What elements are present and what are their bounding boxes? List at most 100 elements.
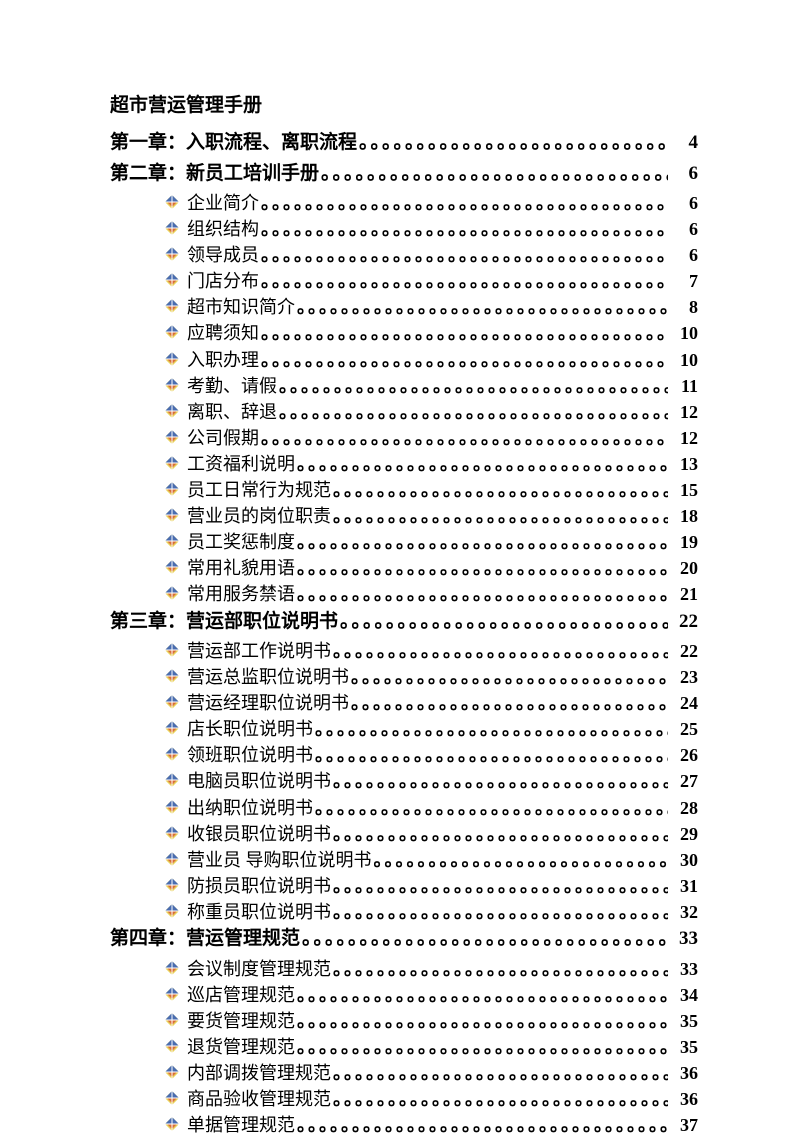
toc-chapter-page: 22 (670, 608, 698, 637)
toc-leader: 。。。。。。。。。。。。。。。。。。。。。。。。。。。。。。。。。。。。。。。。… (261, 242, 668, 268)
toc-item-row: 单据管理规范。。。。。。。。。。。。。。。。。。。。。。。。。。。。。。。。。。… (165, 1112, 698, 1138)
toc-item-page: 35 (670, 1034, 698, 1060)
diamond-bullet-icon (165, 1065, 183, 1079)
toc-item-page: 29 (670, 821, 698, 847)
toc-leader: 。。。。。。。。。。。。。。。。。。。。。。。。。。。。。。。。。。。。。。。。… (297, 555, 668, 581)
toc-item-text: 收银员职位说明书 (187, 821, 331, 847)
diamond-bullet-icon (165, 643, 183, 657)
toc-item-row: 应聘须知。。。。。。。。。。。。。。。。。。。。。。。。。。。。。。。。。。。。… (165, 320, 698, 346)
toc-item-page: 15 (670, 477, 698, 503)
toc-item-row: 离职、辞退。。。。。。。。。。。。。。。。。。。。。。。。。。。。。。。。。。。… (165, 399, 698, 425)
diamond-bullet-icon (165, 987, 183, 1001)
toc-item-page: 22 (670, 638, 698, 664)
toc-item-page: 10 (670, 347, 698, 373)
toc-item-text: 内部调拨管理规范 (187, 1060, 331, 1086)
toc-item-page: 18 (670, 503, 698, 529)
toc-leader: 。。。。。。。。。。。。。。。。。。。。。。。。。。。。。。。。。。。。。。。。… (333, 638, 668, 664)
toc-leader: 。。。。。。。。。。。。。。。。。。。。。。。。。。。。。。。。。。。。。。。。… (351, 690, 668, 716)
toc-item-page: 25 (670, 716, 698, 742)
diamond-bullet-icon (165, 325, 183, 339)
toc-item-page: 21 (670, 581, 698, 607)
toc-leader: 。。。。。。。。。。。。。。。。。。。。。。。。。。。。。。。。。。。。。。。。… (261, 268, 668, 294)
diamond-bullet-icon (165, 695, 183, 709)
toc-leader: 。。。。。。。。。。。。。。。。。。。。。。。。。。。。。。。。。。。。。。。。… (297, 581, 668, 607)
toc-item-row: 退货管理规范。。。。。。。。。。。。。。。。。。。。。。。。。。。。。。。。。。… (165, 1034, 698, 1060)
toc-item-text: 单据管理规范 (187, 1112, 295, 1138)
toc-item-row: 门店分布。。。。。。。。。。。。。。。。。。。。。。。。。。。。。。。。。。。。… (165, 268, 698, 294)
toc-item-row: 营运经理职位说明书。。。。。。。。。。。。。。。。。。。。。。。。。。。。。。。… (165, 690, 698, 716)
diamond-bullet-icon (165, 669, 183, 683)
toc-item-row: 工资福利说明。。。。。。。。。。。。。。。。。。。。。。。。。。。。。。。。。。… (165, 451, 698, 477)
toc-item-page: 6 (670, 242, 698, 268)
toc-item-text: 领导成员 (187, 242, 259, 268)
table-of-contents: 第一章：入职流程、离职流程。。。。。。。。。。。。。。。。。。。。。。。。。。。… (110, 129, 698, 1138)
toc-item-text: 工资福利说明 (187, 451, 295, 477)
toc-item-row: 营运总监职位说明书。。。。。。。。。。。。。。。。。。。。。。。。。。。。。。。… (165, 664, 698, 690)
toc-item-row: 组织结构。。。。。。。。。。。。。。。。。。。。。。。。。。。。。。。。。。。。… (165, 216, 698, 242)
toc-item-page: 26 (670, 742, 698, 768)
toc-item-text: 组织结构 (187, 216, 259, 242)
toc-chapter-row: 第四章：营运管理规范。。。。。。。。。。。。。。。。。。。。。。。。。。。。。。… (110, 925, 698, 954)
toc-item-text: 称重员职位说明书 (187, 899, 331, 925)
diamond-bullet-icon (165, 508, 183, 522)
toc-item-text: 营业员 导购职位说明书 (187, 847, 372, 873)
toc-item-page: 19 (670, 529, 698, 555)
diamond-bullet-icon (165, 560, 183, 574)
toc-leader: 。。。。。。。。。。。。。。。。。。。。。。。。。。。。。。。。。。。。。。。。… (297, 1112, 668, 1138)
toc-chapter-row: 第二章：新员工培训手册。。。。。。。。。。。。。。。。。。。。。。。。。。。。。… (110, 160, 698, 189)
toc-item-row: 员工奖惩制度。。。。。。。。。。。。。。。。。。。。。。。。。。。。。。。。。。… (165, 529, 698, 555)
toc-item-text: 员工奖惩制度 (187, 529, 295, 555)
toc-item-page: 36 (670, 1086, 698, 1112)
toc-item-page: 34 (670, 982, 698, 1008)
toc-leader: 。。。。。。。。。。。。。。。。。。。。。。。。。。。。。。。。。。。。。。。。… (321, 160, 668, 189)
toc-item-text: 门店分布 (187, 268, 259, 294)
diamond-bullet-icon (165, 482, 183, 496)
diamond-bullet-icon (165, 852, 183, 866)
toc-item-page: 6 (670, 216, 698, 242)
diamond-bullet-icon (165, 904, 183, 918)
toc-item-text: 企业简介 (187, 190, 259, 216)
toc-item-row: 员工日常行为规范。。。。。。。。。。。。。。。。。。。。。。。。。。。。。。。。… (165, 477, 698, 503)
toc-item-page: 11 (670, 373, 698, 399)
toc-item-page: 12 (670, 425, 698, 451)
toc-chapter-page: 6 (670, 160, 698, 189)
toc-item-text: 离职、辞退 (187, 399, 277, 425)
toc-item-text: 退货管理规范 (187, 1034, 295, 1060)
toc-item-text: 常用服务禁语 (187, 581, 295, 607)
toc-item-row: 内部调拨管理规范。。。。。。。。。。。。。。。。。。。。。。。。。。。。。。。。… (165, 1060, 698, 1086)
diamond-bullet-icon (165, 878, 183, 892)
toc-item-text: 防损员职位说明书 (187, 873, 331, 899)
toc-leader: 。。。。。。。。。。。。。。。。。。。。。。。。。。。。。。。。。。。。。。。。… (333, 821, 668, 847)
toc-item-row: 商品验收管理规范。。。。。。。。。。。。。。。。。。。。。。。。。。。。。。。。… (165, 1086, 698, 1112)
toc-item-row: 会议制度管理规范。。。。。。。。。。。。。。。。。。。。。。。。。。。。。。。。… (165, 956, 698, 982)
toc-item-text: 营运经理职位说明书 (187, 690, 349, 716)
toc-item-text: 领班职位说明书 (187, 742, 313, 768)
toc-item-page: 8 (670, 294, 698, 320)
toc-item-page: 6 (670, 190, 698, 216)
toc-item-row: 要货管理规范。。。。。。。。。。。。。。。。。。。。。。。。。。。。。。。。。。… (165, 1008, 698, 1034)
toc-item-page: 24 (670, 690, 698, 716)
toc-leader: 。。。。。。。。。。。。。。。。。。。。。。。。。。。。。。。。。。。。。。。。… (297, 294, 668, 320)
toc-leader: 。。。。。。。。。。。。。。。。。。。。。。。。。。。。。。。。。。。。。。。。… (374, 847, 669, 873)
toc-item-row: 领班职位说明书。。。。。。。。。。。。。。。。。。。。。。。。。。。。。。。。。… (165, 742, 698, 768)
toc-item-row: 常用礼貌用语。。。。。。。。。。。。。。。。。。。。。。。。。。。。。。。。。。… (165, 555, 698, 581)
diamond-bullet-icon (165, 247, 183, 261)
toc-leader: 。。。。。。。。。。。。。。。。。。。。。。。。。。。。。。。。。。。。。。。。… (279, 399, 668, 425)
toc-item-page: 36 (670, 1060, 698, 1086)
toc-item-row: 巡店管理规范。。。。。。。。。。。。。。。。。。。。。。。。。。。。。。。。。。… (165, 982, 698, 1008)
toc-item-page: 35 (670, 1008, 698, 1034)
toc-item-row: 称重员职位说明书。。。。。。。。。。。。。。。。。。。。。。。。。。。。。。。。… (165, 899, 698, 925)
diamond-bullet-icon (165, 221, 183, 235)
toc-item-page: 12 (670, 399, 698, 425)
toc-item-row: 领导成员。。。。。。。。。。。。。。。。。。。。。。。。。。。。。。。。。。。。… (165, 242, 698, 268)
toc-leader: 。。。。。。。。。。。。。。。。。。。。。。。。。。。。。。。。。。。。。。。。… (333, 956, 668, 982)
toc-item-text: 员工日常行为规范 (187, 477, 331, 503)
toc-item-row: 营业员的岗位职责。。。。。。。。。。。。。。。。。。。。。。。。。。。。。。。。… (165, 503, 698, 529)
toc-item-row: 企业简介。。。。。。。。。。。。。。。。。。。。。。。。。。。。。。。。。。。。… (165, 190, 698, 216)
diamond-bullet-icon (165, 773, 183, 787)
diamond-bullet-icon (165, 1039, 183, 1053)
toc-item-row: 入职办理。。。。。。。。。。。。。。。。。。。。。。。。。。。。。。。。。。。。… (165, 347, 698, 373)
toc-item-text: 超市知识简介 (187, 294, 295, 320)
diamond-bullet-icon (165, 961, 183, 975)
toc-leader: 。。。。。。。。。。。。。。。。。。。。。。。。。。。。。。。。。。。。。。。。… (333, 503, 668, 529)
